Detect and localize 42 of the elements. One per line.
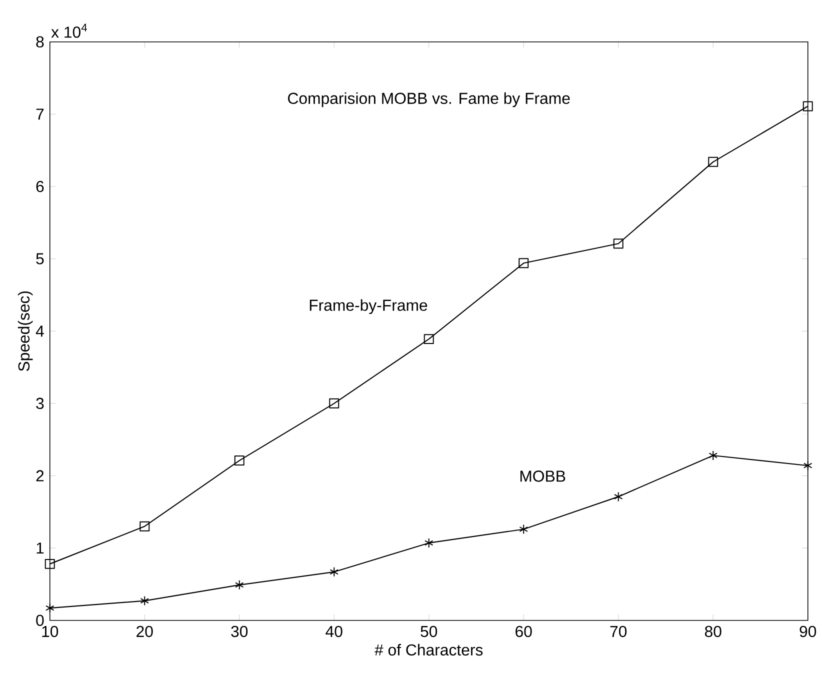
x-tick-label: 20 [136, 626, 153, 638]
x-tick-label: 30 [231, 626, 248, 638]
point [708, 450, 718, 460]
text: Comparision MOBB vs. Fame by Frame [288, 92, 570, 108]
point [234, 455, 244, 466]
x-tick-label: 40 [326, 626, 342, 638]
point [140, 596, 150, 606]
point [45, 603, 54, 613]
y-tick-label: 1 [36, 542, 44, 554]
y-tick-label: 0 [36, 614, 44, 626]
point [329, 398, 340, 408]
point [803, 460, 812, 471]
y-tick-label: 4 [36, 326, 44, 337]
point [330, 566, 339, 577]
x-axis-title: # of Characters [374, 644, 483, 656]
point [613, 238, 624, 249]
y-tick-label: 5 [36, 253, 44, 264]
point [44, 558, 55, 569]
point [614, 492, 623, 502]
point [140, 521, 150, 532]
text: x 10$^{4}$ [51, 24, 87, 38]
y-axis-title: Speed(sec) [18, 291, 33, 371]
y-tick-label: 2 [36, 470, 44, 482]
point [708, 156, 718, 167]
point [424, 334, 434, 344]
series-label: Frame-by-Frame [310, 299, 428, 314]
x-tick-label: 60 [516, 626, 532, 638]
point [802, 101, 813, 112]
point [424, 538, 434, 548]
y-tick-label: 3 [36, 398, 44, 409]
point [234, 580, 244, 590]
series-label: MOBB [520, 470, 566, 482]
y-tick-label: 6 [36, 180, 44, 192]
x-tick-label: 90 [800, 626, 816, 638]
point [518, 258, 529, 268]
point [519, 524, 528, 534]
x-tick-label: 80 [704, 626, 722, 638]
x-tick-label: 10 [42, 626, 58, 638]
x-tick-label: 70 [610, 626, 627, 638]
y-tick-label: 7 [36, 108, 44, 120]
x-tick-label: 50 [420, 626, 438, 638]
y-tick-label: 8 [36, 36, 44, 48]
